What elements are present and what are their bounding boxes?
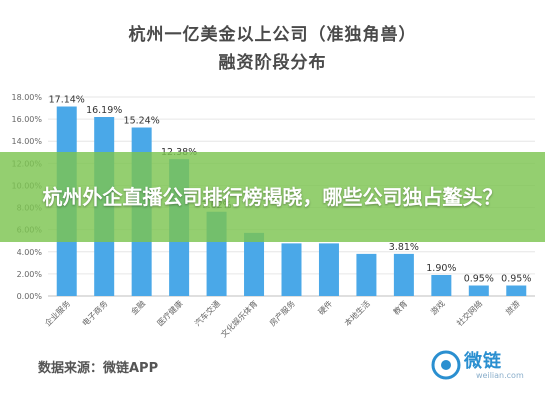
chart-subtitle: 融资阶段分布 [218,53,327,73]
data-label: 15.24% [124,116,160,127]
x-tick-label: 文化娱乐体育 [218,298,259,339]
data-source-label: 数据来源：微链APP [38,361,159,376]
weilian-logo: 微链 weilian.com [430,345,530,385]
data-label: 3.81% [389,242,419,253]
bar [356,253,377,296]
x-tick-label: 企业服务 [42,298,72,328]
x-tick-label: 电子商务 [80,298,110,328]
x-tick-label: 游戏 [428,298,446,316]
headline-text: 杭州外企直播公司排行榜揭晓，哪些公司独占鳌头？ [42,185,503,209]
y-tick-label: 18.00% [11,93,42,102]
x-tick-label: 社交网络 [455,298,485,328]
bar [393,253,414,296]
data-label: 0.95% [501,273,531,284]
bar [244,232,265,296]
logo-url: weilian.com [476,371,524,380]
y-tick-label: 0.00% [17,292,43,301]
data-label: 1.90% [426,263,456,274]
data-label: 16.19% [86,105,122,116]
x-tick-label: 金融 [129,298,147,316]
y-tick-label: 4.00% [17,248,43,257]
y-tick-label: 2.00% [17,270,43,279]
bar [281,243,302,296]
x-tick-label: 医疗健康 [155,298,185,328]
x-tick-label: 房产服务 [267,298,297,328]
x-tick-label: 旅游 [503,298,521,316]
bar [431,274,452,296]
y-tick-label: 14.00% [11,137,42,146]
data-label: 0.95% [464,273,494,284]
logo-text: 微链 [464,351,502,372]
chart-title: 杭州一亿美金以上公司（准独角兽） [128,25,417,45]
data-label: 17.14% [49,95,85,106]
headline-banner: 杭州外企直播公司排行榜揭晓，哪些公司独占鳌头？ [0,152,545,242]
weilian-logo-icon [431,350,461,380]
y-tick-label: 16.00% [11,115,42,124]
x-tick-label: 硬件 [316,298,334,316]
x-tick-label: 教育 [391,298,409,316]
bar [506,285,527,296]
x-tick-label: 本地生活 [342,298,372,328]
x-tick-label: 汽车交通 [192,298,222,328]
bar [318,243,339,296]
bar [468,285,489,296]
